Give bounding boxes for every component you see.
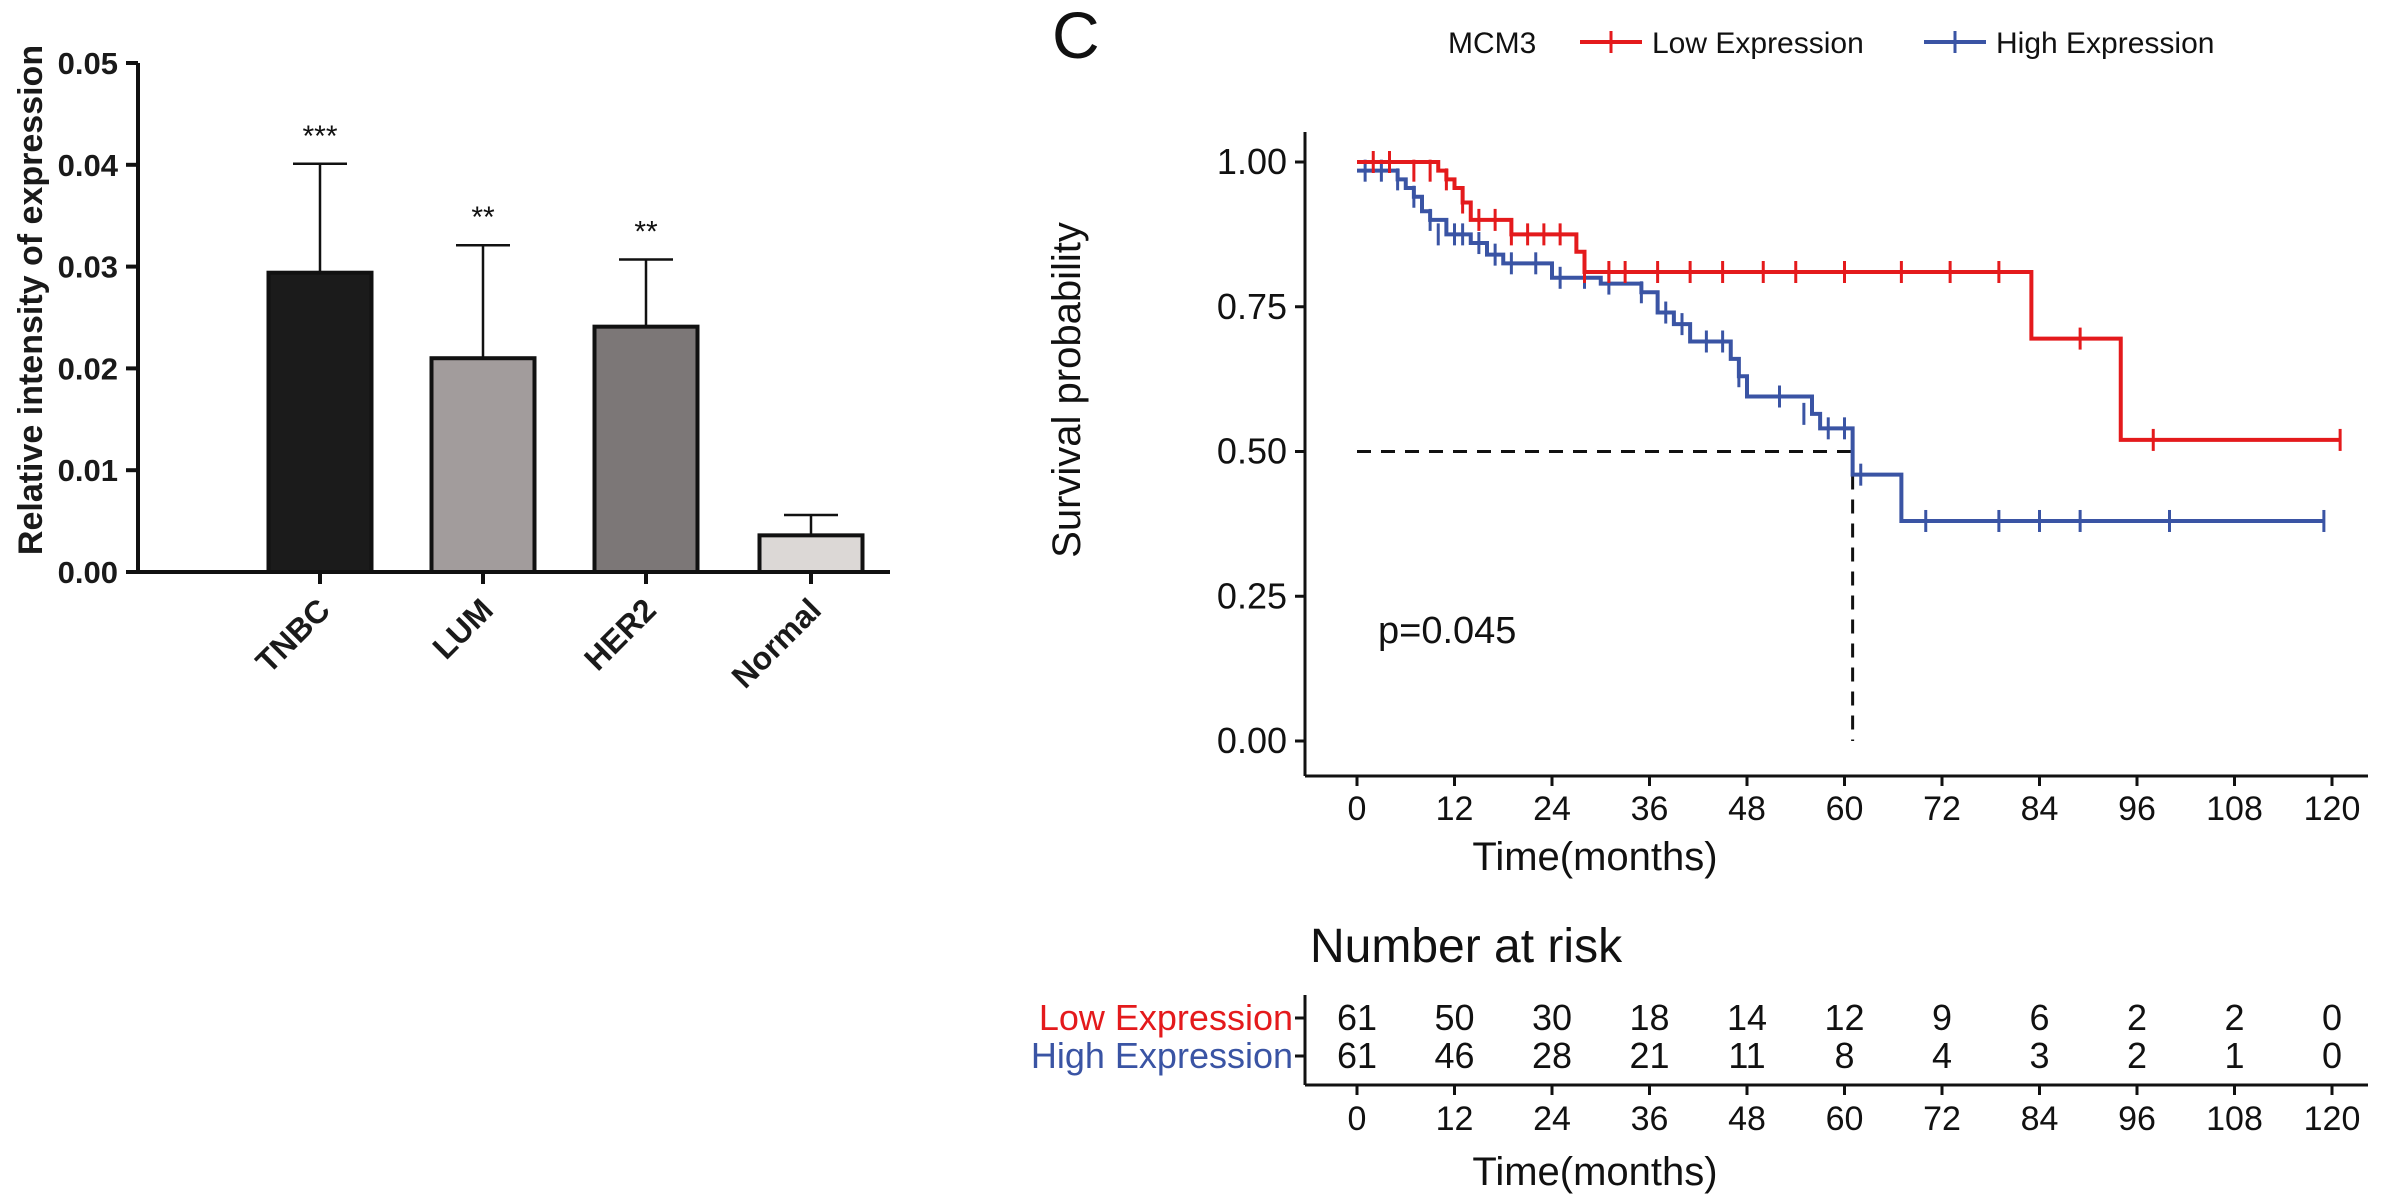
km-x-ticks: 0 12 24 36 48 60 72 84 96 108 120 [1348,776,2361,828]
km-x-tick-label: 108 [2206,790,2263,828]
km-x-tick-label: 60 [1826,790,1864,828]
legend-high-label: High Expression [1996,27,2214,60]
bar-normal [757,533,865,574]
risk-axes [1303,995,2368,1087]
km-x-tick-label: 84 [2021,790,2059,828]
legend-low-label: Low Expression [1652,27,1864,60]
km-x-tick-label: 24 [1533,790,1571,828]
risk-cell: 2 [2224,997,2244,1038]
km-x-tick-label: 96 [2118,790,2156,828]
km-legend: MCM3 Low Expression High Expression [1448,27,2214,60]
survival-curves [1357,151,2342,532]
km-x-tick-label: 72 [1923,790,1961,828]
bar-y-tick-label: 0.04 [58,148,119,183]
risk-row-high: High Expression 61 46 28 21 11 8 4 3 2 1 0 [1031,1035,2342,1076]
km-x-tick-label: 0 [1348,790,1367,828]
risk-row-label: Low Expression [1039,997,1293,1038]
bar-significance-label: ** [471,201,495,234]
risk-row-label: High Expression [1031,1035,1293,1076]
km-x-axis-label: Time(months) [1472,835,1717,879]
km-axes [1303,132,2368,778]
panel-label: C [1052,0,1100,72]
risk-cell: 6 [2029,997,2049,1038]
risk-x-ticks: 0 12 24 36 48 60 72 84 96 108 120 [1348,1085,2361,1138]
bar-y-tick-label: 0.02 [58,351,118,386]
risk-x-tick-label: 120 [2304,1100,2361,1138]
km-y-tick-label: 0.25 [1217,575,1287,616]
risk-cell: 28 [1532,1035,1572,1076]
risk-cell: 61 [1337,1035,1377,1076]
risk-cell: 2 [2127,997,2147,1038]
risk-x-tick-label: 0 [1348,1100,1367,1138]
survival-curve-high [1357,168,2324,523]
legend-high-key [1924,31,1986,53]
km-y-tick-label: 0.50 [1217,431,1287,472]
risk-table-title: Number at risk [1310,920,1623,973]
bar-bars: ***** ** [266,120,865,574]
risk-cell: 1 [2224,1035,2244,1076]
risk-x-tick-label: 24 [1533,1100,1571,1138]
km-y-tick-label: 0.00 [1217,720,1287,761]
risk-cell: 14 [1727,997,1767,1038]
risk-table: Number at risk Low Expression 61 50 30 18 14 1… [1031,920,2368,1194]
legend-low-key [1580,31,1642,53]
bar-y-tick-label: 0.00 [58,555,118,590]
km-y-axis-label: Survival probability [1045,222,1089,558]
bar-y-tick-label: 0.05 [58,46,118,81]
km-y-tick-label: 1.00 [1217,141,1287,182]
risk-x-axis-label: Time(months) [1472,1150,1717,1194]
risk-cell: 61 [1337,997,1377,1038]
risk-x-tick-label: 60 [1826,1100,1864,1138]
risk-x-tick-label: 12 [1436,1100,1474,1138]
km-x-tick-label: 12 [1436,790,1474,828]
risk-x-tick-label: 84 [2021,1100,2059,1138]
bar-y-tick-label: 0.03 [58,250,118,285]
risk-row-low: Low Expression 61 50 30 18 14 12 9 6 2 2 0 [1039,997,2342,1038]
risk-x-tick-label: 36 [1631,1100,1669,1138]
risk-cell: 8 [1834,1035,1854,1076]
risk-x-tick-label: 72 [1923,1100,1961,1138]
risk-cell: 21 [1629,1035,1669,1076]
bar-her2 [592,324,700,574]
km-x-tick-label: 120 [2304,790,2361,828]
bar-y-ticks: 0.00 0.01 0.02 0.03 0.04 0.05 [58,46,138,590]
risk-cell: 9 [1932,997,1952,1038]
bar-lum [429,356,537,574]
km-y-ticks: 0.00 0.25 0.50 0.75 1.00 [1217,141,1305,761]
km-y-tick-label: 0.75 [1217,286,1287,327]
p-value-annotation: p=0.045 [1378,610,1516,652]
legend-title: MCM3 [1448,27,1536,60]
risk-x-tick-label: 96 [2118,1100,2156,1138]
bar-significance-label: *** [302,120,337,153]
km-chart: Survival probability 0.00 0.25 0.50 0.75 1.0… [1045,132,2368,879]
risk-cell: 12 [1824,997,1864,1038]
risk-cell: 18 [1629,997,1669,1038]
bar-y-tick-label: 0.01 [58,453,118,488]
bar-y-axis-label: Relative intensity of expression [12,45,50,555]
risk-x-tick-label: 108 [2206,1100,2263,1138]
risk-cell: 30 [1532,997,1572,1038]
risk-cell: 0 [2322,997,2342,1038]
risk-x-tick-label: 48 [1728,1100,1766,1138]
survival-series-low [1357,151,2342,451]
km-x-tick-label: 36 [1631,790,1669,828]
risk-cell: 50 [1434,997,1474,1038]
risk-cell: 11 [1728,1035,1765,1076]
bar-significance-label: ** [634,215,658,248]
median-survival-lines [1357,450,1855,741]
risk-cell: 4 [1932,1035,1952,1076]
risk-cell: 46 [1434,1035,1474,1076]
risk-cell: 3 [2029,1035,2049,1076]
km-x-tick-label: 48 [1728,790,1766,828]
bar-tnbc [266,270,374,574]
risk-cell: 2 [2127,1035,2147,1076]
risk-cell: 0 [2322,1035,2342,1076]
